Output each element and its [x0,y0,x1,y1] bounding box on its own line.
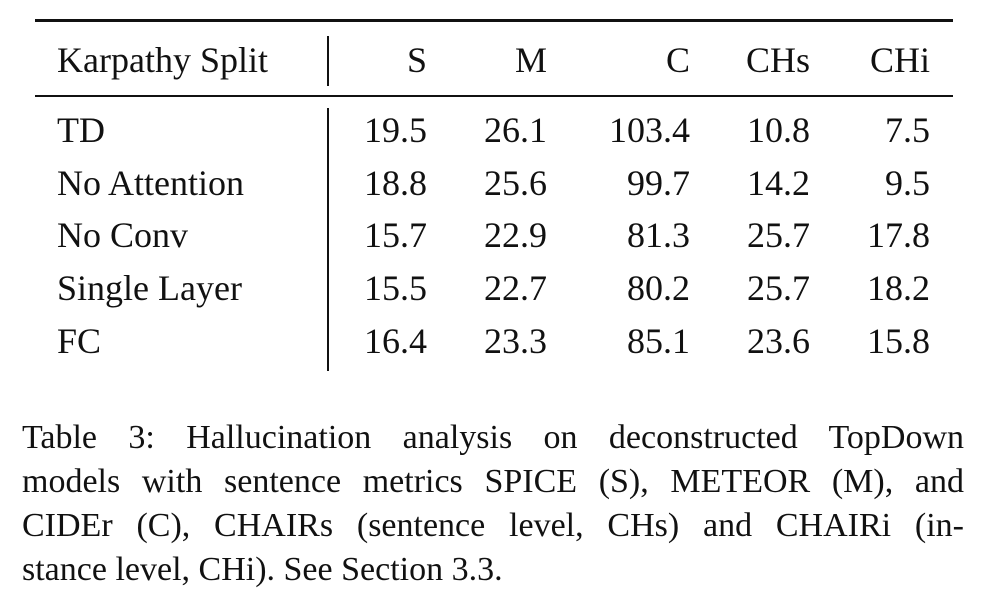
header-divider [327,36,329,86]
body-divider [327,108,329,371]
row-cell: 25.6 [484,162,547,203]
header-cell: CHs [745,40,810,80]
row-cell: 15.8 [867,320,930,361]
header-cell: M [514,40,547,80]
row-cell: 17.8 [867,215,930,256]
row-cell: 15.7 [364,215,427,256]
caption-line: models with sentence metrics SPICE (S), … [22,463,964,500]
row-cell: 23.3 [484,320,547,361]
header-label: Karpathy Split [57,40,268,80]
row-cell: 18.8 [364,162,427,203]
row-label: No Attention [57,162,244,203]
row-cell: 15.5 [364,268,427,309]
row-label: FC [57,320,102,361]
row-cell: 9.5 [885,162,930,203]
row-cell: 22.9 [484,215,547,256]
row-cell: 18.2 [867,268,930,309]
header-cell: C [665,40,690,80]
row-cell: 10.8 [747,110,810,150]
caption-line: stance level, CHi). See Section 3.3. [22,551,503,588]
row-label: No Conv [57,215,189,256]
row-cell: 103.4 [609,110,690,150]
header-cell: CHi [869,40,930,80]
row-cell: 99.7 [627,162,690,203]
row-cell: 7.5 [885,110,930,150]
row-cell: 19.5 [364,110,427,150]
caption-line: Table 3: Hallucination analysis on decon… [22,419,964,456]
caption-line: CIDEr (C), CHAIRs (sentence level, CHs) … [22,507,964,544]
row-label: Single Layer [57,268,242,309]
row-cell: 85.1 [627,320,690,361]
row-cell: 22.7 [484,268,547,309]
row-label: TD [57,110,105,150]
mid-rule [35,95,953,97]
top-rule [35,19,953,22]
row-cell: 26.1 [484,110,547,150]
row-cell: 25.7 [747,268,810,309]
row-cell: 14.2 [747,162,810,203]
header-cell: S [406,40,427,80]
row-cell: 16.4 [364,320,427,361]
row-cell: 25.7 [747,215,810,256]
row-cell: 81.3 [627,215,690,256]
row-cell: 23.6 [747,320,810,361]
row-cell: 80.2 [627,268,690,309]
